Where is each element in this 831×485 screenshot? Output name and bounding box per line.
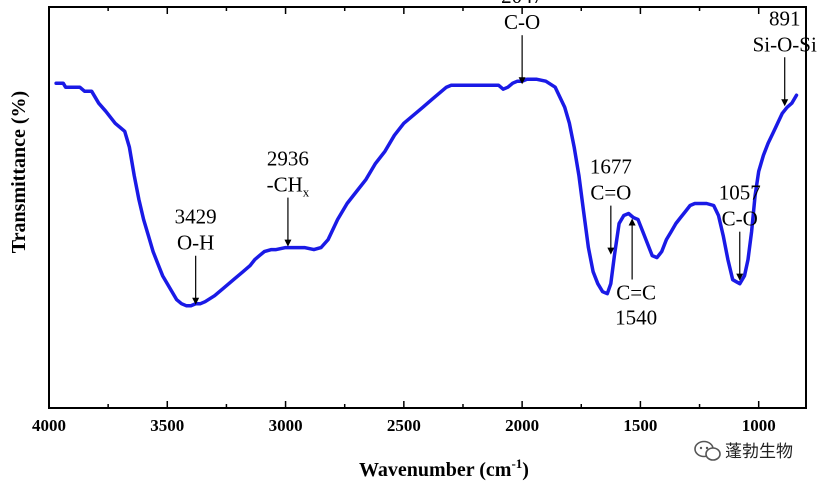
x-axis-title: Wavenumber (cm-1) (359, 456, 529, 481)
annotation-2047: 2047 C-O (501, 0, 543, 85)
wechat-bubble-icon (694, 440, 721, 461)
annotation-arrowhead (518, 77, 526, 85)
annotation-label: -CHx (267, 173, 310, 200)
annotation-number: 1540 (615, 306, 657, 330)
peak-annotations: 3429O-H2936-CHx2047C-O1677C=OC=C15401057… (175, 0, 817, 330)
annotation-2936: 2936-CHx (267, 147, 310, 247)
annotation-label: C-O (504, 10, 540, 34)
annotation-arrowhead (781, 99, 789, 107)
x-tick-label: 2500 (387, 416, 421, 435)
watermark: 蓬勃生物 (694, 440, 793, 462)
annotation-arrowhead (284, 239, 292, 247)
x-axis-ticks (48, 401, 760, 408)
x-tick-label: 2000 (505, 416, 539, 435)
annotation-label: C-O (722, 207, 758, 231)
x-tick-label: 1500 (623, 416, 657, 435)
annotation-arrowhead (607, 247, 615, 255)
annotation-label: Si-O-Si (753, 32, 817, 56)
annotation-arrowhead (736, 273, 744, 281)
x-tick-label: 1000 (742, 416, 776, 435)
annotation-number: 2047 (501, 0, 543, 8)
annotation-number: 1057 (719, 181, 761, 205)
top-axis-ticks (48, 7, 760, 14)
spectrum-line (54, 77, 799, 308)
y-axis-title: Transmittance (%) (8, 91, 30, 253)
annotation-label: O-H (177, 231, 214, 255)
annotation-number: 1677 (590, 155, 632, 179)
watermark-text: 蓬勃生物 (725, 442, 793, 462)
annotation-number: 891 (769, 6, 801, 30)
annotation-label: C=O (590, 181, 631, 205)
annotation-arrowhead (628, 218, 636, 226)
annotation-label: C=C (616, 281, 656, 305)
x-axis-tick-labels: 4000 3500 3000 2500 2000 1500 1000 (32, 416, 776, 435)
annotation-number: 2936 (267, 147, 309, 171)
x-tick-label: 4000 (32, 416, 66, 435)
annotation-arrowhead (192, 297, 200, 305)
plot-frame (48, 6, 807, 409)
x-tick-label: 3500 (150, 416, 184, 435)
x-tick-label: 3000 (269, 416, 303, 435)
annotation-number: 3429 (175, 205, 217, 229)
